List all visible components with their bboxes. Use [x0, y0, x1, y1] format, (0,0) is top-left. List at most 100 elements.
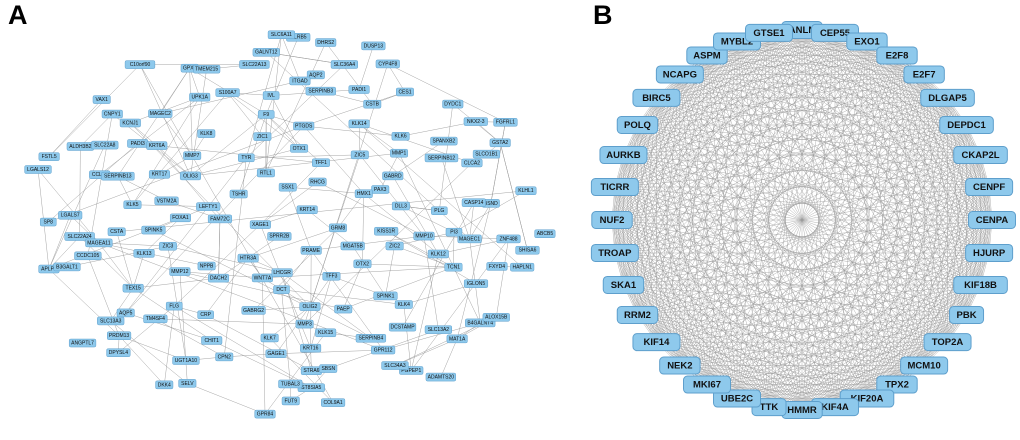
- network-node: UBE2C: [713, 389, 762, 408]
- network-node: MMP12: [169, 267, 191, 276]
- network-node: LHCGR: [271, 268, 293, 277]
- node-layer: ABCB5 ANGPTL7 LILRB5 ADAMTS20 LGALS12 FGFRL1 G…: [24, 30, 556, 419]
- gene-label: B4GALNT4: [467, 320, 493, 326]
- network-node: FGFRL1: [493, 118, 518, 127]
- network-node: KISS1R: [374, 226, 399, 236]
- network-node: GALNT12: [252, 48, 280, 57]
- gene-label: STRA6: [303, 368, 319, 374]
- gene-label: AQP5: [119, 310, 133, 316]
- network-node: VSTM2A: [154, 196, 179, 206]
- network-node: CCDC105: [74, 251, 102, 261]
- network-node: CNPY1: [101, 109, 123, 119]
- network-node: DHRS2: [315, 38, 337, 47]
- network-node: ZIC3: [158, 241, 177, 251]
- network-node: KLK13: [133, 249, 155, 258]
- gene-label: OTX2: [356, 261, 369, 267]
- network-node: FAM72C: [207, 214, 233, 224]
- network-node: SELV: [178, 379, 197, 388]
- network-node: UGT1A10: [172, 356, 200, 365]
- network-node: FLG: [165, 301, 183, 311]
- gene-label: SERPINB12: [428, 155, 456, 161]
- gene-label: RRM2: [624, 310, 651, 321]
- network-node: RRM2: [616, 306, 659, 324]
- gene-label: TFF1: [315, 160, 327, 166]
- network-node: KLK6: [391, 132, 410, 141]
- network-node: DPYSL4: [106, 348, 131, 357]
- gene-label: SPINK1: [377, 293, 395, 299]
- gene-label: CKAP2L: [962, 150, 1000, 161]
- gene-label: C10orf90: [130, 62, 151, 68]
- gene-label: ZIC3: [163, 244, 174, 250]
- network-node: DCT: [273, 285, 290, 294]
- gene-label: TM4SF4: [146, 316, 165, 322]
- network-node: HAPLN1: [510, 262, 535, 272]
- gene-label: KRT14: [299, 207, 315, 213]
- network-node: KLK8: [197, 129, 216, 138]
- network-node: SPRR2B: [267, 232, 292, 241]
- gene-label: DHRS2: [317, 40, 334, 46]
- network-node: PRDM13: [107, 331, 132, 340]
- gene-label: GSTA2: [492, 140, 508, 146]
- network-node: STRA6: [300, 366, 322, 375]
- gene-label: SLC22A13: [242, 62, 266, 68]
- gene-label: EXO1: [854, 36, 880, 47]
- network-node: KLK12: [427, 249, 449, 259]
- gene-label: KRT17: [152, 172, 168, 178]
- gene-label: XAGE1: [252, 222, 269, 228]
- gene-label: SP8: [44, 219, 54, 225]
- network-node: MCM10: [900, 356, 949, 375]
- gene-label: IGLON5: [467, 281, 486, 287]
- network-node: CYP4F8: [375, 59, 400, 69]
- gene-label: SLC36A4: [334, 62, 356, 68]
- gene-label: SLC22A24: [68, 234, 92, 240]
- panel-a: A ABCB5 ANGPTL7 LILRB5 ADAMTS20 LGALS12 FGFRL…: [8, 0, 556, 419]
- network-node: POLQ: [616, 116, 659, 134]
- network-node: KLK5: [123, 200, 142, 209]
- gene-label: CSTB: [366, 102, 380, 108]
- gene-label: SERPINB4: [359, 336, 384, 342]
- gene-label: MKI67: [693, 380, 721, 391]
- gene-label: KRT6A: [149, 143, 166, 149]
- network-node: ADAMTS20: [425, 372, 457, 382]
- network-node: MMP1: [390, 148, 409, 158]
- network-node: KLK7: [260, 333, 279, 343]
- gene-label: TPX2: [885, 380, 909, 391]
- network-node: DUSP13: [361, 41, 386, 51]
- gene-label: HMMR: [787, 405, 817, 416]
- gene-label: FLG: [169, 304, 179, 310]
- gene-label: FUT9: [284, 398, 297, 404]
- gene-label: PRDM13: [109, 333, 130, 339]
- gene-label: PAEP: [337, 306, 351, 312]
- gene-label: SLC13A3: [100, 318, 122, 324]
- network-node: ZNF488: [496, 234, 521, 244]
- gene-label: MMP10: [415, 233, 432, 239]
- network-node: GABRD: [382, 171, 404, 181]
- network-node: SSX1: [278, 182, 297, 192]
- gene-label: KCNJ1: [122, 120, 138, 126]
- network-node: CSTA: [107, 227, 126, 237]
- gene-label: GPR84: [257, 412, 274, 418]
- gene-label: VAX1: [95, 97, 108, 103]
- network-node: TMEM215: [193, 64, 221, 74]
- gene-label: PLG: [434, 208, 444, 214]
- gene-label: UBE2C: [721, 394, 753, 405]
- gene-label: FSTL5: [42, 154, 57, 160]
- gene-label: GPR112: [374, 347, 393, 353]
- gene-label: MCM10: [907, 361, 940, 372]
- network-node: DEPDC1: [939, 116, 994, 134]
- network-node: DCSTAMP: [388, 322, 417, 332]
- panel-b-label: B: [593, 0, 613, 30]
- network-node: ASPM: [686, 46, 728, 65]
- gene-label: CNPY1: [104, 111, 121, 117]
- gene-label: CSTA: [110, 229, 124, 235]
- network-node: KCNJ1: [119, 118, 141, 128]
- network-node: SBSN: [319, 364, 338, 373]
- gene-label: OTX1: [293, 146, 306, 152]
- gene-label: S100A7: [219, 90, 237, 96]
- network-node: TEX15: [122, 283, 144, 293]
- gene-label: ANLN: [789, 25, 816, 36]
- network-node: CENPF: [965, 178, 1014, 197]
- gene-label: PAX3: [374, 187, 387, 193]
- network-node: ALOX15B: [482, 313, 510, 322]
- network-node: FOXA1: [169, 213, 191, 223]
